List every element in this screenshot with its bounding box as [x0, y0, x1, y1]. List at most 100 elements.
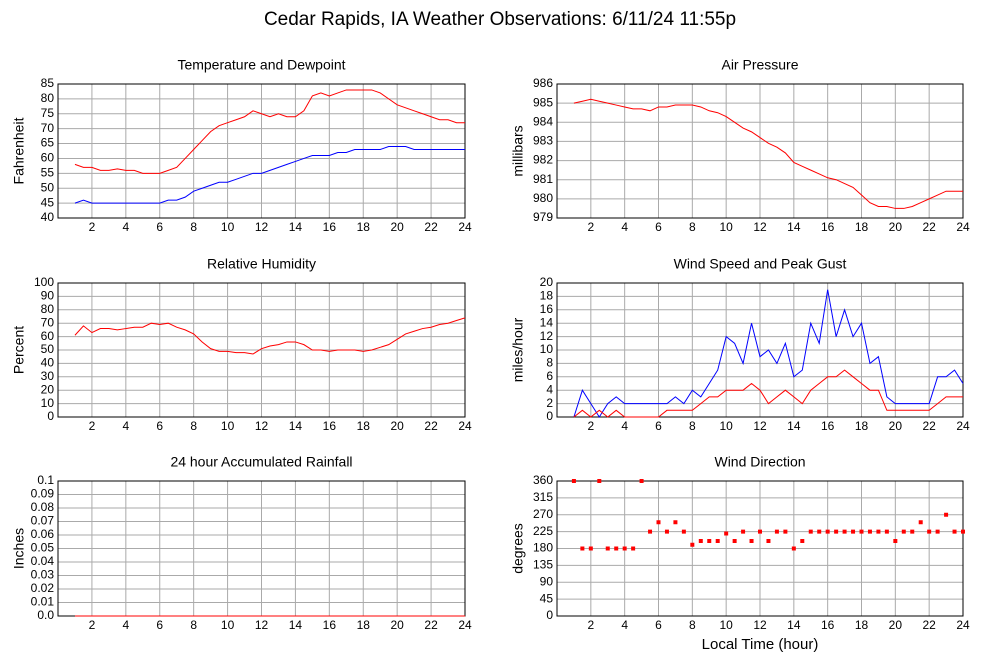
y-tick-label: 0: [546, 409, 553, 423]
x-tick-label: 4: [122, 220, 129, 234]
series-line: [573, 289, 964, 418]
x-tick-label: 4: [621, 419, 628, 433]
series-line: [74, 146, 465, 204]
y-tick-label: 55: [41, 166, 55, 180]
y-tick-label: 20: [41, 382, 55, 396]
y-tick-label: 30: [41, 369, 55, 383]
y-tick-label: 0.06: [31, 527, 55, 541]
y-tick-label: 980: [533, 191, 553, 205]
plot-frame: [57, 282, 466, 418]
x-tick-label: 24: [458, 419, 472, 433]
y-tick-label: 360: [533, 473, 553, 487]
x-tick-label: 6: [655, 618, 662, 632]
plot-frame: [57, 83, 466, 219]
y-tick-label: 8: [546, 356, 553, 370]
y-tick-label: 14: [540, 315, 554, 329]
x-tick-label: 14: [787, 419, 801, 433]
x-tick-label: 16: [323, 419, 337, 433]
y-tick-label: 65: [41, 136, 55, 150]
chart-title: Relative Humidity: [207, 256, 316, 272]
point: [749, 539, 754, 543]
point: [664, 529, 669, 534]
x-tick-label: 10: [221, 220, 235, 234]
y-tick-label: 981: [533, 172, 553, 186]
y-tick-label: 0.03: [31, 568, 55, 582]
point: [774, 529, 779, 534]
x-tick-label: 22: [922, 419, 936, 433]
point: [614, 546, 619, 551]
point: [766, 539, 771, 543]
y-tick-label: 60: [41, 329, 55, 343]
x-tick-label: 2: [89, 419, 96, 433]
x-tick-label: 10: [719, 220, 733, 234]
point: [715, 539, 720, 543]
x-tick-label: 24: [956, 220, 970, 234]
x-tick-label: 8: [689, 618, 696, 632]
x-tick-label: 16: [821, 618, 835, 632]
y-tick-label: 18: [540, 289, 554, 303]
x-tick-label: 20: [889, 220, 903, 234]
point: [825, 529, 830, 534]
point: [631, 546, 636, 551]
point: [901, 529, 906, 534]
x-tick-label: 16: [323, 220, 337, 234]
y-tick-label: 70: [41, 121, 55, 135]
y-tick-label: 20: [540, 275, 554, 289]
point: [758, 529, 762, 534]
y-axis-label: Percent: [11, 326, 27, 374]
y-tick-label: 80: [41, 302, 55, 316]
x-tick-label: 2: [89, 618, 96, 632]
x-tick-label: 24: [956, 618, 970, 632]
x-tick-label: 10: [221, 419, 235, 433]
x-tick-label: 24: [458, 220, 472, 234]
y-tick-label: 986: [533, 76, 553, 90]
point: [876, 529, 881, 534]
x-tick-label: 14: [289, 618, 303, 632]
x-tick-label: 24: [458, 618, 472, 632]
y-axis-label: Fahrenheit: [11, 117, 27, 184]
series-line: [74, 317, 466, 355]
y-tick-label: 0.1: [37, 473, 54, 487]
x-tick-label: 20: [889, 419, 903, 433]
y-tick-label: 0.09: [31, 487, 55, 501]
y-tick-label: 12: [540, 329, 554, 343]
x-tick-label: 8: [190, 220, 197, 234]
y-tick-label: 80: [41, 91, 55, 105]
x-tick-label: 6: [156, 220, 163, 234]
x-tick-label: 16: [821, 220, 835, 234]
x-tick-label: 4: [621, 220, 628, 234]
x-tick-label: 22: [922, 220, 936, 234]
point: [698, 539, 703, 543]
y-tick-label: 100: [34, 275, 54, 289]
x-tick-label: 22: [424, 220, 438, 234]
y-tick-label: 6: [546, 369, 553, 383]
point: [961, 529, 965, 534]
y-axis-label: Inches: [11, 528, 27, 569]
y-axis-label: millibars: [510, 125, 526, 176]
y-tick-label: 0.07: [31, 514, 55, 528]
x-tick-label: 2: [89, 220, 96, 234]
chart-title: Air Pressure: [721, 57, 798, 73]
y-tick-label: 60: [41, 151, 55, 165]
point: [817, 529, 822, 534]
plot-frame: [556, 480, 964, 617]
y-tick-label: 0.0: [37, 608, 54, 622]
y-tick-label: 0.02: [31, 581, 55, 595]
x-tick-label: 18: [855, 220, 869, 234]
point: [893, 539, 898, 543]
y-tick-label: 0.05: [31, 541, 55, 555]
point: [622, 546, 627, 551]
x-tick-label: 8: [190, 419, 197, 433]
y-tick-label: 75: [41, 106, 55, 120]
x-tick-label: 18: [855, 419, 869, 433]
x-tick-label: 8: [689, 220, 696, 234]
y-tick-label: 984: [533, 114, 553, 128]
series-line: [74, 89, 465, 174]
y-tick-label: 40: [41, 356, 55, 370]
point: [597, 479, 602, 483]
y-tick-label: 0: [47, 409, 54, 423]
x-tick-label: 14: [787, 220, 801, 234]
x-tick-label: 24: [956, 419, 970, 433]
x-tick-label: 20: [390, 220, 404, 234]
